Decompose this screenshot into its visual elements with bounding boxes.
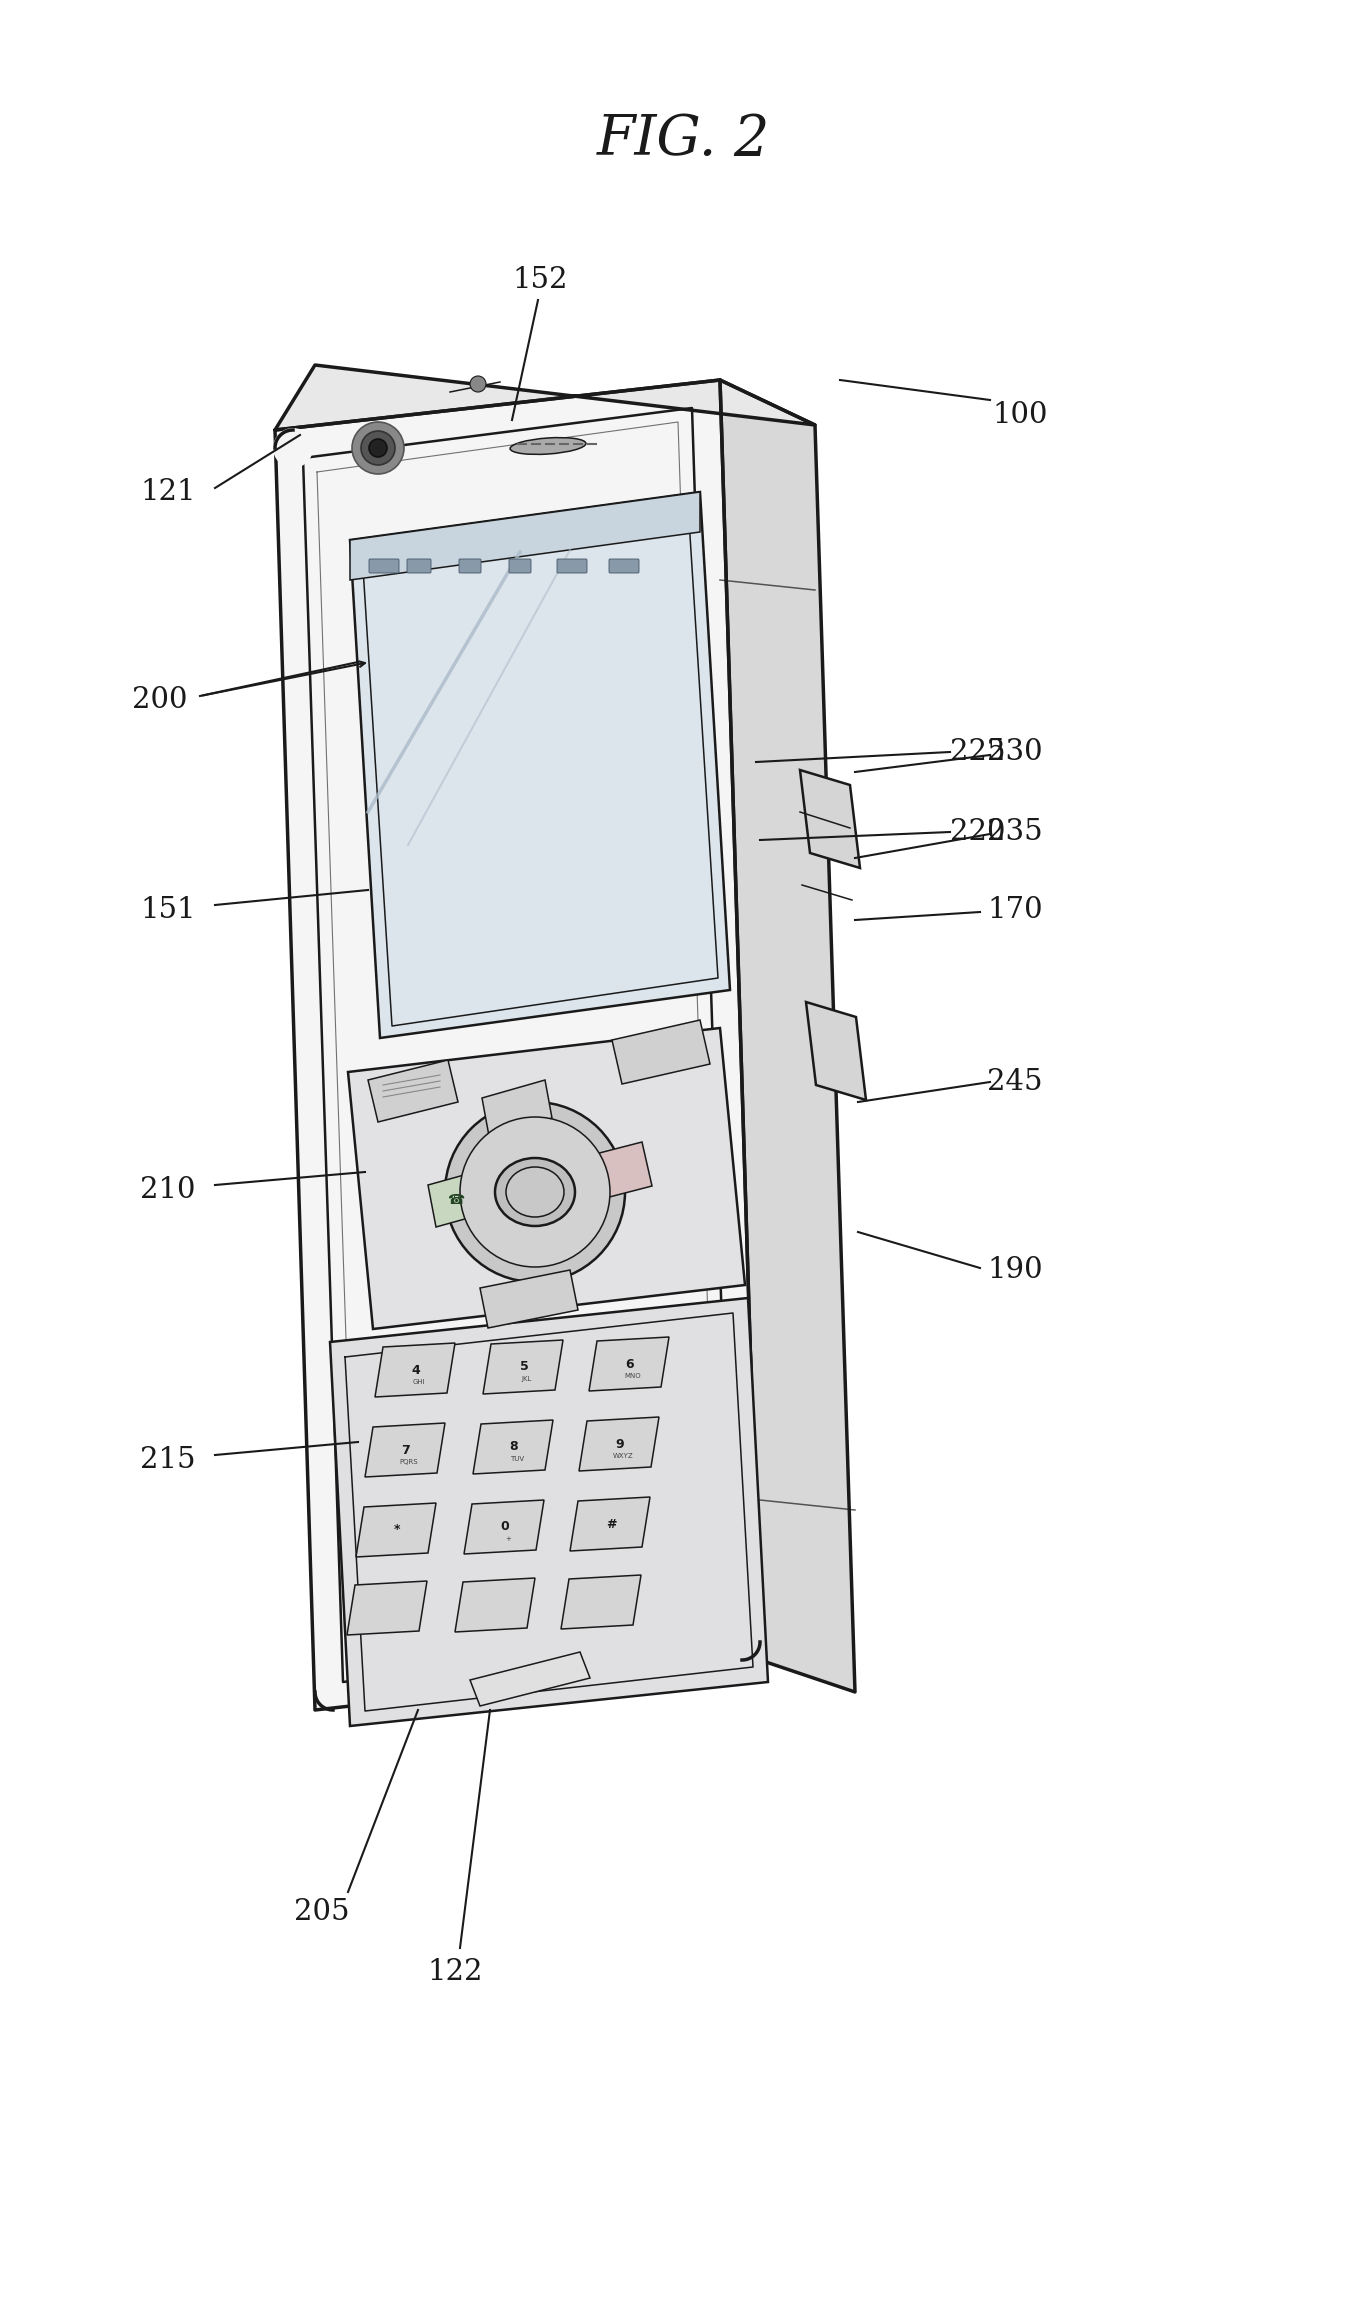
- Polygon shape: [484, 1341, 563, 1394]
- Polygon shape: [455, 1578, 535, 1633]
- Text: 205: 205: [294, 1898, 350, 1925]
- Text: 235: 235: [988, 819, 1042, 846]
- Polygon shape: [579, 1417, 658, 1472]
- Ellipse shape: [510, 437, 586, 455]
- Text: 7: 7: [402, 1444, 410, 1456]
- Polygon shape: [365, 1424, 445, 1477]
- Polygon shape: [612, 1019, 710, 1083]
- Text: 100: 100: [992, 400, 1048, 430]
- Text: FIG. 2: FIG. 2: [597, 113, 769, 168]
- Polygon shape: [367, 1060, 458, 1122]
- Polygon shape: [376, 1343, 455, 1396]
- Text: 152: 152: [512, 267, 568, 294]
- Ellipse shape: [505, 1166, 564, 1217]
- Text: 170: 170: [988, 897, 1042, 925]
- Polygon shape: [428, 1171, 490, 1226]
- Circle shape: [369, 439, 387, 458]
- Polygon shape: [482, 1081, 552, 1136]
- FancyBboxPatch shape: [407, 559, 432, 573]
- Polygon shape: [470, 1651, 590, 1707]
- Polygon shape: [331, 1297, 768, 1725]
- Text: 0: 0: [500, 1520, 510, 1534]
- Polygon shape: [561, 1576, 641, 1628]
- Ellipse shape: [494, 1157, 575, 1226]
- Text: 190: 190: [988, 1256, 1042, 1283]
- Text: WXYZ: WXYZ: [612, 1454, 634, 1458]
- FancyBboxPatch shape: [609, 559, 639, 573]
- Circle shape: [361, 430, 395, 465]
- Polygon shape: [589, 1336, 669, 1392]
- Polygon shape: [357, 1502, 436, 1557]
- Circle shape: [460, 1118, 611, 1267]
- Polygon shape: [350, 492, 699, 580]
- FancyBboxPatch shape: [557, 559, 587, 573]
- Text: JKL: JKL: [522, 1375, 533, 1382]
- Text: MNO: MNO: [624, 1373, 641, 1380]
- Text: 210: 210: [141, 1175, 195, 1203]
- Polygon shape: [347, 1580, 428, 1635]
- Polygon shape: [473, 1419, 553, 1474]
- Ellipse shape: [273, 428, 313, 467]
- Text: 215: 215: [141, 1447, 195, 1474]
- Polygon shape: [348, 1028, 744, 1329]
- Polygon shape: [275, 366, 816, 430]
- Text: 121: 121: [141, 478, 195, 506]
- Text: 5: 5: [519, 1362, 529, 1373]
- Polygon shape: [570, 1497, 650, 1550]
- Text: #: #: [605, 1518, 616, 1530]
- Polygon shape: [720, 380, 855, 1693]
- Text: PQRS: PQRS: [400, 1458, 418, 1465]
- Text: 122: 122: [428, 1957, 482, 1985]
- Text: 245: 245: [988, 1067, 1042, 1097]
- Text: TUV: TUV: [510, 1456, 525, 1463]
- Text: 9: 9: [616, 1438, 624, 1451]
- Polygon shape: [464, 1500, 544, 1555]
- Polygon shape: [806, 1003, 866, 1099]
- FancyBboxPatch shape: [510, 559, 531, 573]
- Text: 6: 6: [626, 1357, 634, 1371]
- Text: +: +: [505, 1536, 511, 1541]
- Text: 151: 151: [141, 897, 195, 925]
- Text: GHI: GHI: [413, 1380, 425, 1385]
- Text: ☎: ☎: [448, 1194, 464, 1208]
- Text: 200: 200: [133, 685, 187, 713]
- Text: 4: 4: [411, 1364, 421, 1375]
- Text: 8: 8: [510, 1440, 518, 1454]
- Circle shape: [445, 1102, 626, 1281]
- FancyBboxPatch shape: [369, 559, 399, 573]
- Circle shape: [352, 421, 404, 474]
- Text: 220: 220: [951, 819, 1005, 846]
- Polygon shape: [479, 1270, 578, 1327]
- Polygon shape: [800, 770, 861, 867]
- Text: *: *: [393, 1523, 400, 1536]
- Text: 230: 230: [988, 738, 1042, 766]
- Polygon shape: [275, 380, 759, 1709]
- FancyBboxPatch shape: [459, 559, 481, 573]
- Polygon shape: [350, 492, 729, 1037]
- Circle shape: [470, 375, 486, 391]
- Text: 225: 225: [951, 738, 1005, 766]
- Polygon shape: [581, 1143, 652, 1203]
